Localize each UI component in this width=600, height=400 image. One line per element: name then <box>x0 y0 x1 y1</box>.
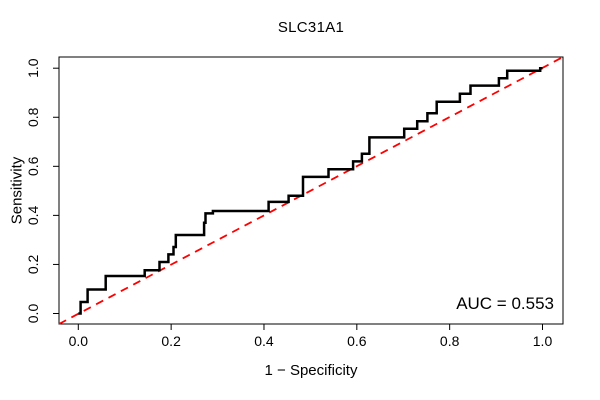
y-tick-label: 0.0 <box>25 304 41 324</box>
x-tick-label: 0.6 <box>347 333 367 349</box>
x-tick-label: 0.8 <box>440 333 460 349</box>
chance-diagonal-line <box>58 56 564 325</box>
x-tick-label: 0.2 <box>161 333 181 349</box>
y-axis-label: Sensitivity <box>8 156 26 225</box>
plot-border <box>58 56 564 325</box>
y-tick-label: 0.6 <box>25 156 41 176</box>
plot-title: SLC31A1 <box>277 19 345 36</box>
x-axis-label: 1 − Specificity <box>264 362 358 379</box>
x-tick-label: 0.4 <box>254 333 274 349</box>
roc-curve-path <box>78 66 543 315</box>
y-tick-label: 0.4 <box>25 205 41 225</box>
y-tick-label: 0.2 <box>25 254 41 274</box>
x-tick-label: 0.0 <box>69 333 89 349</box>
y-tick-label: 0.8 <box>25 107 41 127</box>
y-tick-label: 1.0 <box>25 58 41 78</box>
x-tick-label: 1.0 <box>533 333 553 349</box>
auc-annotation: AUC = 0.553 <box>456 294 554 313</box>
